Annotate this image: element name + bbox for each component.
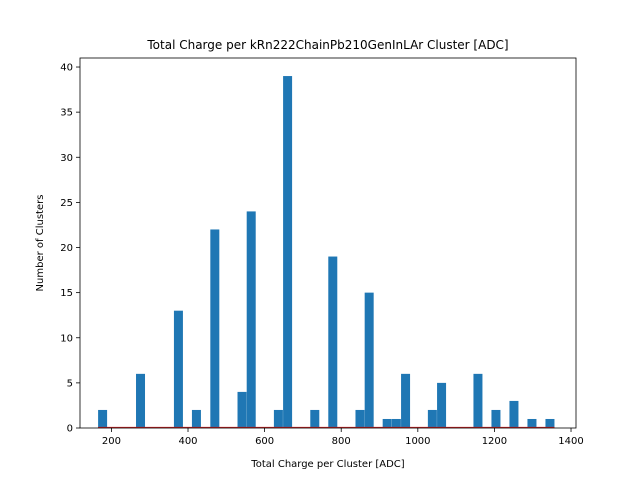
y-tick-label-3: 15 — [60, 288, 73, 299]
histogram-bar-4 — [210, 229, 220, 428]
histogram-bar-2 — [173, 310, 183, 428]
histogram-bar-0 — [98, 409, 108, 428]
x-tick-label-2: 600 — [255, 436, 274, 447]
y-tick-label-5: 25 — [60, 198, 73, 209]
x-tick-label-1: 400 — [178, 436, 197, 447]
y-tick-label-0: 0 — [67, 424, 73, 435]
x-tick-label-0: 200 — [102, 436, 121, 447]
x-axis-label: Total Charge per Cluster [ADC] — [250, 459, 404, 470]
histogram-bar-7 — [273, 409, 283, 428]
histogram-bar-19 — [491, 409, 501, 428]
x-tick-label-3: 800 — [332, 436, 351, 447]
histogram-bar-11 — [355, 409, 365, 428]
chart-title: Total Charge per kRn222ChainPb210GenInLA… — [146, 38, 508, 52]
plot-frame — [79, 57, 577, 429]
histogram-bar-12 — [364, 292, 374, 428]
y-axis-label: Number of Clusters — [35, 195, 46, 292]
y-tick-label-7: 35 — [60, 108, 73, 119]
histogram-bar-20 — [509, 400, 519, 428]
bars-group — [98, 76, 555, 429]
histogram-bar-14 — [391, 418, 401, 428]
y-tick-label-4: 20 — [60, 243, 73, 254]
x-tick-label-5: 1200 — [482, 436, 507, 447]
x-tick-label-4: 1000 — [405, 436, 430, 447]
y-axis-ticks: 0 5 10 15 20 25 30 35 40 — [60, 63, 80, 435]
histogram-bar-5 — [237, 391, 247, 428]
histogram-bar-1 — [136, 373, 146, 428]
histogram-bar-15 — [401, 373, 411, 428]
histogram-bar-6 — [246, 211, 256, 428]
y-tick-label-1: 5 — [67, 378, 73, 389]
histogram-bar-8 — [283, 76, 293, 429]
y-tick-label-2: 10 — [60, 333, 73, 344]
x-tick-label-6: 1400 — [558, 436, 583, 447]
y-tick-label-8: 40 — [60, 63, 73, 74]
histogram-bar-13 — [382, 418, 392, 428]
histogram-bar-3 — [191, 409, 201, 428]
histogram-bar-21 — [527, 418, 537, 428]
histogram-bar-22 — [545, 418, 555, 428]
histogram-bar-17 — [437, 382, 447, 428]
y-tick-label-6: 30 — [60, 153, 73, 164]
histogram-bar-18 — [473, 373, 483, 428]
x-axis-ticks: 200 400 600 800 1000 1200 1400 — [102, 428, 584, 447]
histogram-bar-9 — [310, 409, 320, 428]
histogram-bar-16 — [427, 409, 437, 428]
histogram-bar-10 — [328, 256, 338, 428]
